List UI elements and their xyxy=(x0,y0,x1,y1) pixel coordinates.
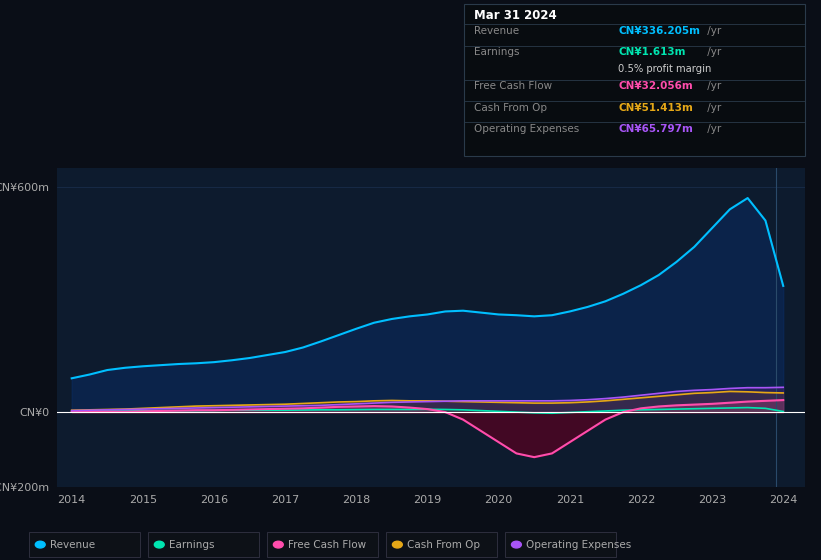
Text: /yr: /yr xyxy=(704,26,722,36)
Text: /yr: /yr xyxy=(704,47,722,57)
Text: 0.5% profit margin: 0.5% profit margin xyxy=(618,64,712,74)
Text: Operating Expenses: Operating Expenses xyxy=(474,124,579,134)
Text: CN¥32.056m: CN¥32.056m xyxy=(618,81,693,91)
Text: CN¥51.413m: CN¥51.413m xyxy=(618,102,693,113)
Text: Mar 31 2024: Mar 31 2024 xyxy=(474,9,557,22)
Text: CN¥65.797m: CN¥65.797m xyxy=(618,124,693,134)
Text: Revenue: Revenue xyxy=(474,26,519,36)
Text: /yr: /yr xyxy=(704,102,722,113)
Text: /yr: /yr xyxy=(704,81,722,91)
Text: Revenue: Revenue xyxy=(50,540,95,549)
Text: Free Cash Flow: Free Cash Flow xyxy=(288,540,366,549)
Text: Operating Expenses: Operating Expenses xyxy=(526,540,631,549)
Text: Free Cash Flow: Free Cash Flow xyxy=(474,81,552,91)
Text: Cash From Op: Cash From Op xyxy=(407,540,480,549)
Text: Earnings: Earnings xyxy=(169,540,214,549)
Text: Cash From Op: Cash From Op xyxy=(474,102,547,113)
Text: CN¥336.205m: CN¥336.205m xyxy=(618,26,700,36)
Text: Earnings: Earnings xyxy=(474,47,519,57)
Text: /yr: /yr xyxy=(704,124,722,134)
Text: CN¥1.613m: CN¥1.613m xyxy=(618,47,686,57)
